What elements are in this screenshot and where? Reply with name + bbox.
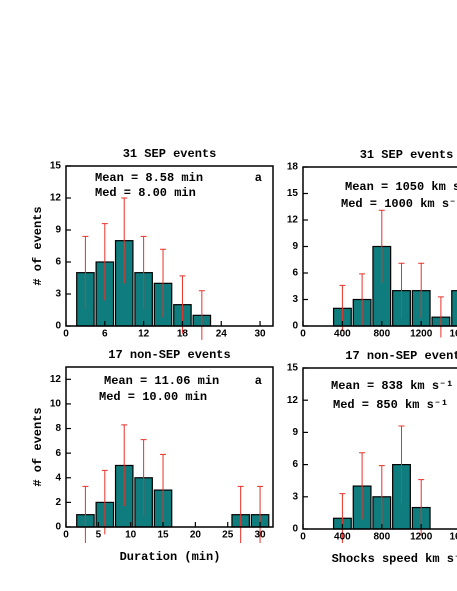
x-tick-label: 0	[63, 530, 69, 541]
error-bar	[378, 465, 385, 528]
y-axis-label: # of events	[31, 206, 45, 285]
x-tick-label: 25	[222, 530, 234, 541]
x-axis-label: Duration (min)	[120, 550, 221, 564]
annotation: Med = 8.00 min	[95, 186, 196, 200]
y-tick-label: 12	[287, 395, 299, 406]
y-tick-label: 6	[55, 257, 61, 268]
y-tick-label: 10	[50, 399, 62, 410]
x-tick-label: 24	[216, 329, 228, 340]
annotation: Mean = 838 km s⁻¹	[331, 379, 453, 393]
y-tick-label: 9	[55, 225, 61, 236]
annotation: Med = 10.00 min	[99, 390, 207, 404]
x-tick-label: 0	[63, 329, 69, 340]
y-tick-label: 12	[50, 193, 62, 204]
y-axis-label: # of events	[31, 407, 45, 486]
y-tick-label: 9	[292, 241, 298, 252]
y-tick-label: 12	[287, 215, 299, 226]
y-tick-label: 6	[292, 459, 298, 470]
error-bar	[160, 248, 167, 318]
error-bar	[398, 262, 405, 319]
error-bar	[82, 235, 89, 309]
error-bar	[101, 223, 108, 301]
x-tick-label: 10	[125, 530, 137, 541]
x-tick-label: 18	[177, 329, 189, 340]
y-tick-label: 0	[292, 524, 298, 535]
panel-title: 17 non-SEP events	[108, 348, 230, 362]
annotation: Mean = 1050 km s⁻¹	[345, 180, 457, 194]
x-tick-label: 1600	[449, 532, 457, 543]
x-tick-label: 30	[255, 329, 267, 340]
annotation: a	[255, 171, 262, 185]
y-tick-label: 9	[292, 427, 298, 438]
y-tick-label: 4	[55, 472, 61, 483]
x-axis-label: Shocks speed km s⁻¹	[332, 552, 457, 566]
y-tick-label: 15	[287, 188, 299, 199]
annotation: Med = 1000 km s⁻¹	[341, 197, 457, 211]
y-tick-label: 6	[55, 448, 61, 459]
error-bar	[359, 452, 366, 520]
annotation: Mean = 11.06 min	[104, 374, 219, 388]
y-tick-label: 3	[292, 294, 298, 305]
x-tick-label: 800	[373, 532, 390, 543]
bar	[451, 290, 457, 327]
error-bar	[101, 469, 108, 535]
y-tick-label: 3	[55, 289, 61, 300]
annotation: Med = 850 km s⁻¹	[333, 398, 448, 412]
x-tick-label: 15	[157, 530, 169, 541]
x-tick-label: 1200	[410, 532, 433, 543]
error-bar	[140, 439, 147, 516]
error-bar	[359, 273, 366, 326]
y-tick-label: 6	[292, 268, 298, 279]
y-tick-label: 15	[287, 363, 299, 374]
x-tick-label: 0	[300, 329, 306, 340]
panel-title: 31 SEP events	[360, 148, 454, 162]
plot-frame	[65, 366, 274, 528]
x-tick-label: 6	[102, 329, 108, 340]
y-tick-label: 18	[287, 162, 299, 173]
error-bar	[237, 485, 244, 543]
x-tick-label: 12	[138, 329, 150, 340]
plot-frame	[65, 165, 274, 327]
error-bar	[82, 485, 89, 543]
error-bar	[257, 485, 264, 543]
x-tick-label: 1600	[449, 329, 457, 340]
y-tick-label: 12	[50, 374, 62, 385]
panel-title: 31 SEP events	[123, 147, 217, 161]
panel-title: 17 non-SEP events	[345, 349, 457, 363]
error-bar	[160, 453, 167, 526]
annotation: Mean = 8.58 min	[95, 171, 203, 185]
x-tick-label: 5	[96, 530, 102, 541]
y-tick-label: 2	[55, 497, 61, 508]
y-tick-label: 0	[55, 522, 61, 533]
y-tick-label: 8	[55, 423, 61, 434]
error-bar	[198, 290, 205, 340]
x-tick-label: 30	[255, 530, 267, 541]
x-tick-label: 0	[300, 532, 306, 543]
x-tick-label: 1200	[410, 329, 433, 340]
x-tick-label: 800	[373, 329, 390, 340]
x-tick-label: 400	[334, 329, 351, 340]
y-tick-label: 0	[55, 321, 61, 332]
x-tick-label: 400	[334, 532, 351, 543]
error-bar	[140, 235, 147, 309]
plot-frame	[302, 367, 457, 530]
error-bar	[121, 424, 128, 507]
error-bar	[437, 296, 444, 338]
annotation: a	[255, 374, 262, 388]
y-tick-label: 3	[292, 491, 298, 502]
error-bar	[418, 262, 425, 319]
y-tick-label: 15	[50, 161, 62, 172]
error-bar	[398, 425, 405, 504]
error-bar	[121, 197, 128, 284]
y-tick-label: 0	[292, 321, 298, 332]
error-bar	[378, 209, 385, 283]
x-tick-label: 20	[190, 530, 202, 541]
error-bar	[339, 493, 346, 543]
